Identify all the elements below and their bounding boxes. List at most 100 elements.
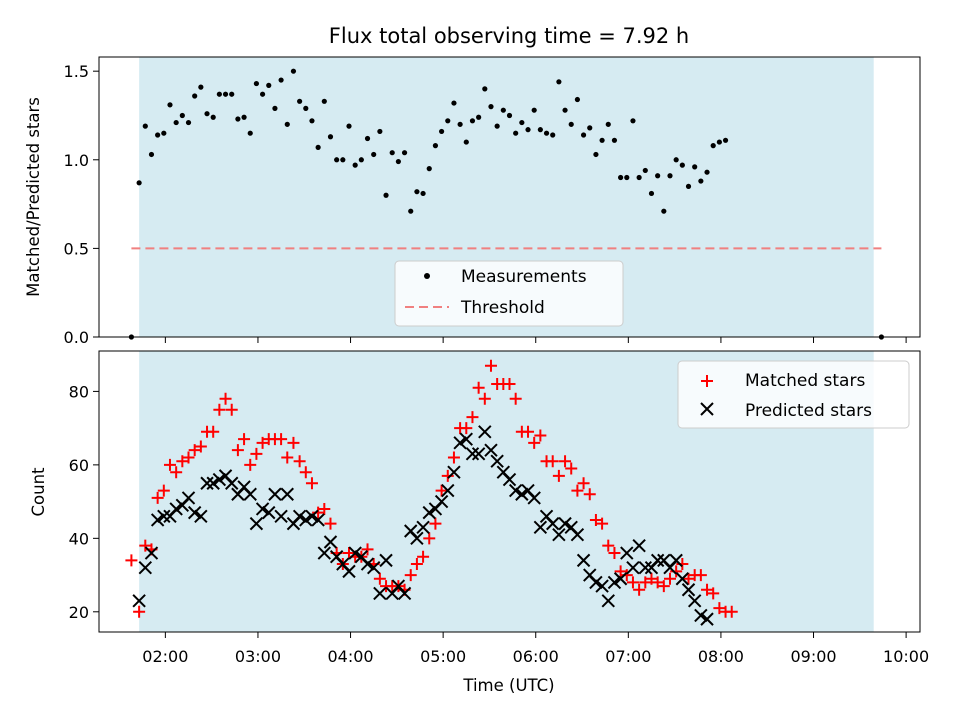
- count-x-tick-label: 06:00: [513, 647, 559, 666]
- matched-star-point: [305, 477, 318, 490]
- predicted-star-point: [681, 583, 696, 597]
- predicted-star-point: [675, 572, 690, 586]
- legend-measurements-marker: [424, 273, 430, 279]
- matched-star-point: [657, 580, 670, 593]
- predicted-star-point: [150, 513, 165, 527]
- measurement-point: [142, 123, 148, 129]
- predicted-star-point: [373, 586, 387, 601]
- matched-star-point: [694, 569, 707, 582]
- predicted-star-point: [459, 432, 473, 446]
- matched-star-point: [633, 583, 646, 596]
- count-x-tick-label: 07:00: [605, 647, 651, 666]
- measurement-point: [525, 127, 531, 133]
- matched-star-point: [238, 433, 251, 446]
- x-axis-label: Time (UTC): [462, 676, 554, 695]
- measurement-point: [229, 91, 235, 97]
- measurement-point: [618, 174, 624, 181]
- matched-star-point: [645, 572, 658, 585]
- matched-star-point: [670, 565, 683, 578]
- matched-star-point: [503, 378, 516, 391]
- matched-star-point: [151, 491, 164, 504]
- matched-star-point: [231, 444, 244, 457]
- predicted-star-point: [305, 509, 319, 524]
- measurement-point: [383, 192, 389, 198]
- matched-star-point: [281, 451, 294, 464]
- matched-star-point: [244, 458, 257, 471]
- predicted-star-point: [441, 483, 455, 498]
- matched-star-point: [701, 583, 714, 596]
- measurement-point: [488, 104, 494, 110]
- predicted-star-point: [243, 487, 257, 501]
- predicted-star-point: [144, 546, 159, 560]
- measurement-point: [445, 118, 451, 124]
- matched-star-point: [299, 466, 312, 479]
- predicted-star-point: [527, 491, 541, 505]
- predicted-star-point: [268, 487, 282, 501]
- matched-star-point: [484, 359, 497, 372]
- measurement-point: [315, 144, 321, 150]
- ratio-y-tick-label: 0.0: [64, 328, 89, 347]
- ratio-y-tick-label: 1.5: [64, 62, 89, 81]
- predicted-star-point: [638, 561, 653, 575]
- predicted-star-point: [533, 520, 548, 535]
- measurement-point: [321, 98, 327, 104]
- matched-star-point: [583, 488, 596, 501]
- matched-star-point: [639, 576, 652, 589]
- count-points: [125, 359, 738, 626]
- measurement-point: [241, 114, 247, 120]
- predicted-star-point: [447, 465, 461, 479]
- matched-star-point: [410, 558, 423, 571]
- ratio-y-tick-label: 0.5: [64, 239, 89, 258]
- measurement-point: [599, 137, 605, 143]
- matched-star-point: [713, 602, 726, 615]
- predicted-star-point: [274, 509, 288, 524]
- measurement-point: [346, 123, 352, 129]
- count-x-tick-label: 09:00: [790, 647, 836, 666]
- measurement-point: [216, 91, 222, 97]
- matched-star-point: [435, 484, 448, 497]
- measurement-point: [562, 107, 568, 113]
- matched-star-point: [157, 484, 170, 497]
- measurement-point: [278, 77, 284, 83]
- measurement-point: [352, 162, 358, 168]
- measurement-point: [494, 123, 500, 129]
- predicted-star-point: [366, 561, 381, 575]
- predicted-star-point: [694, 608, 708, 623]
- measurement-point: [167, 102, 173, 108]
- measurement-point: [648, 190, 655, 197]
- matched-star-point: [522, 425, 535, 438]
- measurement-point: [303, 105, 309, 111]
- count-y-tick-label: 40: [69, 529, 89, 548]
- predicted-star-point: [558, 516, 572, 531]
- measurement-point: [272, 105, 278, 111]
- measurement-point: [290, 68, 297, 74]
- matched-star-point: [361, 543, 374, 556]
- predicted-star-point: [453, 436, 467, 450]
- predicted-star-point: [478, 425, 492, 439]
- matched-star-point: [139, 539, 152, 552]
- matched-star-point: [373, 572, 386, 585]
- matched-star-point: [287, 436, 300, 449]
- measurement-point: [401, 150, 408, 156]
- count-x-tick-label: 08:00: [698, 647, 744, 666]
- measurement-point: [550, 132, 556, 138]
- measurement-point: [284, 121, 290, 127]
- predicted-star-point: [138, 561, 153, 575]
- ratio-panel: 0.0 0.5 1.0 1.5 Matched/Predicted stars Mea…: [24, 56, 921, 347]
- measurement-point: [420, 190, 426, 197]
- matched-star-point: [565, 462, 578, 475]
- measurement-point: [698, 178, 704, 184]
- measurement-point: [204, 111, 210, 117]
- predicted-star-point: [317, 546, 332, 560]
- predicted-star-point: [595, 579, 609, 593]
- predicted-star-point: [620, 546, 634, 560]
- matched-star-point: [125, 554, 138, 567]
- measurement-point: [710, 143, 716, 149]
- ratio-axes-frame: [98, 56, 921, 338]
- matched-star-point: [534, 429, 547, 442]
- measurement-point: [235, 116, 241, 122]
- predicted-star-point: [700, 612, 714, 626]
- matched-star-point: [596, 517, 609, 530]
